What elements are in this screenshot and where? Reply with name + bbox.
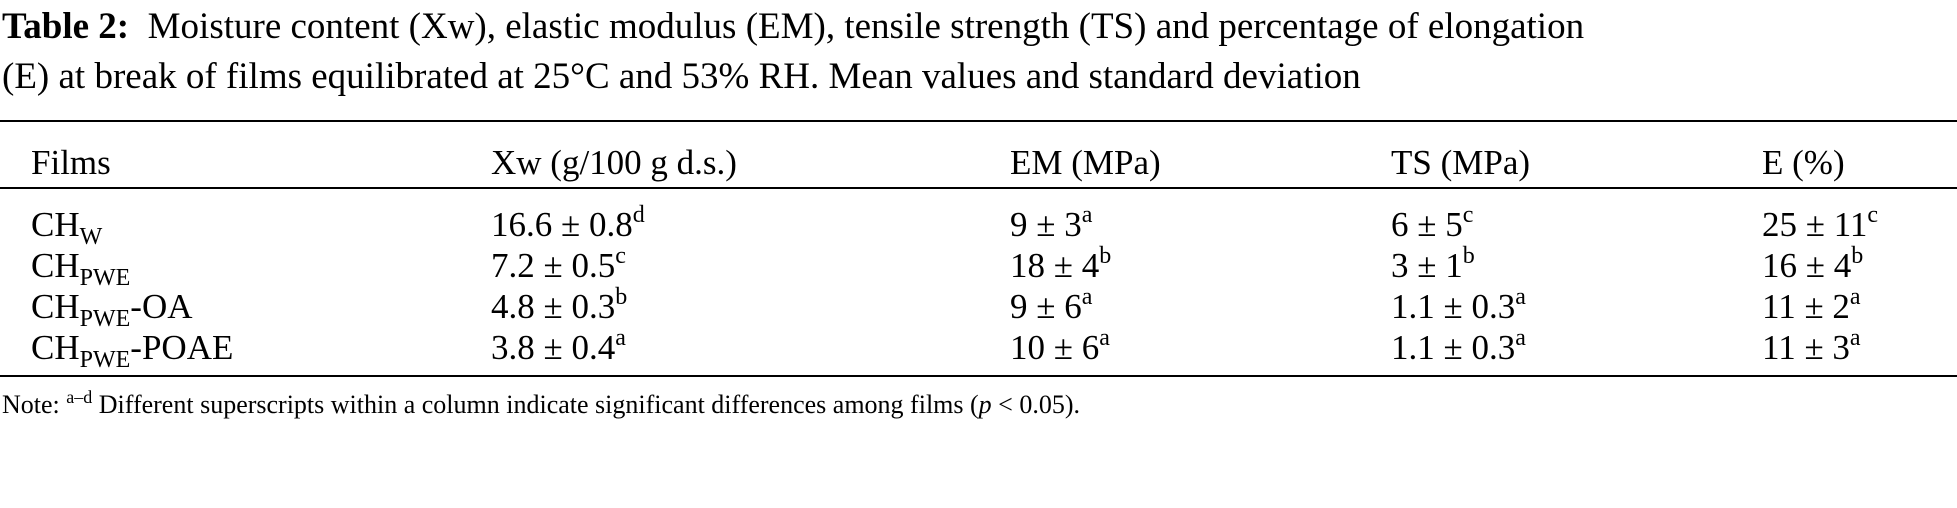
value: 16 ± 4 [1762, 246, 1852, 285]
value: 6 ± 5 [1391, 205, 1463, 244]
value: 11 ± 2 [1762, 287, 1850, 326]
bottom-rule [0, 375, 1957, 377]
significance-letter: a [615, 325, 626, 351]
film-base: CH [31, 287, 80, 326]
value-cell: 10 ± 6a [1010, 323, 1110, 373]
value-cell: 7.2 ± 0.5c [491, 241, 626, 291]
value: 10 ± 6 [1010, 328, 1100, 367]
value: 25 ± 11 [1762, 205, 1868, 244]
table-row: CHPWE-OA 4.8 ± 0.3b 9 ± 6a 1.1 ± 0.3a 11 ± 2… [0, 282, 1957, 332]
table-row: CHPWE 7.2 ± 0.5c 18 ± 4b 3 ± 1b 16 ± 4b [0, 241, 1957, 291]
film-base: CH [31, 328, 80, 367]
value: 7.2 ± 0.5 [491, 246, 616, 285]
significance-letter: c [1462, 202, 1474, 228]
note-p: p [978, 390, 992, 419]
value-cell: 11 ± 3a [1762, 323, 1861, 373]
film-base: CH [31, 205, 80, 244]
significance-letter: b [1462, 243, 1475, 269]
table-caption: Table 2: Moisture content (Xw), elastic … [2, 2, 1584, 102]
film-subscript: PWE [79, 265, 131, 291]
caption-text-1: Moisture content (Xw), elastic modulus (… [147, 6, 1585, 47]
significance-letter: a [1081, 284, 1093, 310]
value: 18 ± 4 [1010, 246, 1100, 285]
film-name: CHPWE-POAE [31, 323, 233, 373]
header-films: Films [31, 143, 111, 182]
significance-letter: a [1515, 284, 1526, 310]
header-ts: TS (MPa) [1391, 143, 1531, 182]
significance-letter: d [632, 202, 645, 228]
significance-letter: c [1867, 202, 1879, 228]
value-cell: 3.8 ± 0.4a [491, 323, 626, 373]
header-rule [0, 187, 1957, 189]
film-subscript: PWE [79, 347, 131, 373]
table-row: CHW 16.6 ± 0.8d 9 ± 3a 6 ± 5c 25 ± 11c [0, 200, 1957, 250]
value-cell: 25 ± 11c [1762, 200, 1878, 250]
value: 16.6 ± 0.8 [491, 205, 633, 244]
note-end: < 0.05). [991, 390, 1080, 419]
table-row: CHPWE-POAE 3.8 ± 0.4a 10 ± 6a 1.1 ± 0.3a 11 … [0, 323, 1957, 373]
film-name: CHPWE [31, 241, 130, 291]
significance-letter: c [615, 243, 626, 269]
value: 1.1 ± 0.3 [1391, 328, 1516, 367]
note-superscript: a–d [66, 387, 93, 407]
significance-letter: a [1099, 325, 1110, 351]
caption-label: Table 2: [2, 6, 130, 47]
value: 3.8 ± 0.4 [491, 328, 616, 367]
film-base: CH [31, 246, 80, 285]
film-suffix: -POAE [130, 328, 234, 367]
value-cell: 9 ± 6a [1010, 282, 1092, 332]
value: 1.1 ± 0.3 [1391, 287, 1516, 326]
value-cell: 18 ± 4b [1010, 241, 1111, 291]
significance-letter: a [1849, 284, 1861, 310]
top-rule [0, 120, 1957, 122]
value: 3 ± 1 [1391, 246, 1463, 285]
value-cell: 1.1 ± 0.3a [1391, 323, 1526, 373]
value-cell: 11 ± 2a [1762, 282, 1861, 332]
value-cell: 4.8 ± 0.3b [491, 282, 627, 332]
value: 9 ± 6 [1010, 287, 1082, 326]
value: 11 ± 3 [1762, 328, 1850, 367]
note-text: Different superscripts within a column i… [92, 390, 979, 419]
header-em: EM (MPa) [1010, 143, 1161, 182]
value-cell: 3 ± 1b [1391, 241, 1475, 291]
value-cell: 9 ± 3a [1010, 200, 1092, 250]
significance-letter: a [1515, 325, 1526, 351]
value-cell: 16.6 ± 0.8d [491, 200, 645, 250]
film-subscript: PWE [79, 306, 131, 332]
film-subscript: W [79, 224, 103, 250]
value-cell: 6 ± 5c [1391, 200, 1473, 250]
caption-line-2: (E) at break of films equilibrated at 25… [2, 56, 1361, 97]
caption-line-1: Table 2: Moisture content (Xw), elastic … [2, 2, 1584, 52]
value: 9 ± 3 [1010, 205, 1082, 244]
value: 4.8 ± 0.3 [491, 287, 616, 326]
header-row: Films Xw (g/100 g d.s.) EM (MPa) TS (MPa… [0, 138, 1957, 188]
film-suffix: -OA [130, 287, 193, 326]
note-prefix: Note: [2, 390, 67, 419]
significance-letter: a [1081, 202, 1093, 228]
significance-letter: b [1851, 243, 1864, 269]
significance-letter: a [1849, 325, 1861, 351]
significance-letter: b [1099, 243, 1112, 269]
value-cell: 1.1 ± 0.3a [1391, 282, 1526, 332]
header-xw: Xw (g/100 g d.s.) [491, 143, 737, 182]
significance-letter: b [615, 284, 628, 310]
header-e: E (%) [1762, 143, 1845, 182]
value-cell: 16 ± 4b [1762, 241, 1863, 291]
film-name: CHW [31, 200, 102, 250]
film-name: CHPWE-OA [31, 282, 193, 332]
table-note: Note: a–d Different superscripts within … [2, 388, 1080, 422]
